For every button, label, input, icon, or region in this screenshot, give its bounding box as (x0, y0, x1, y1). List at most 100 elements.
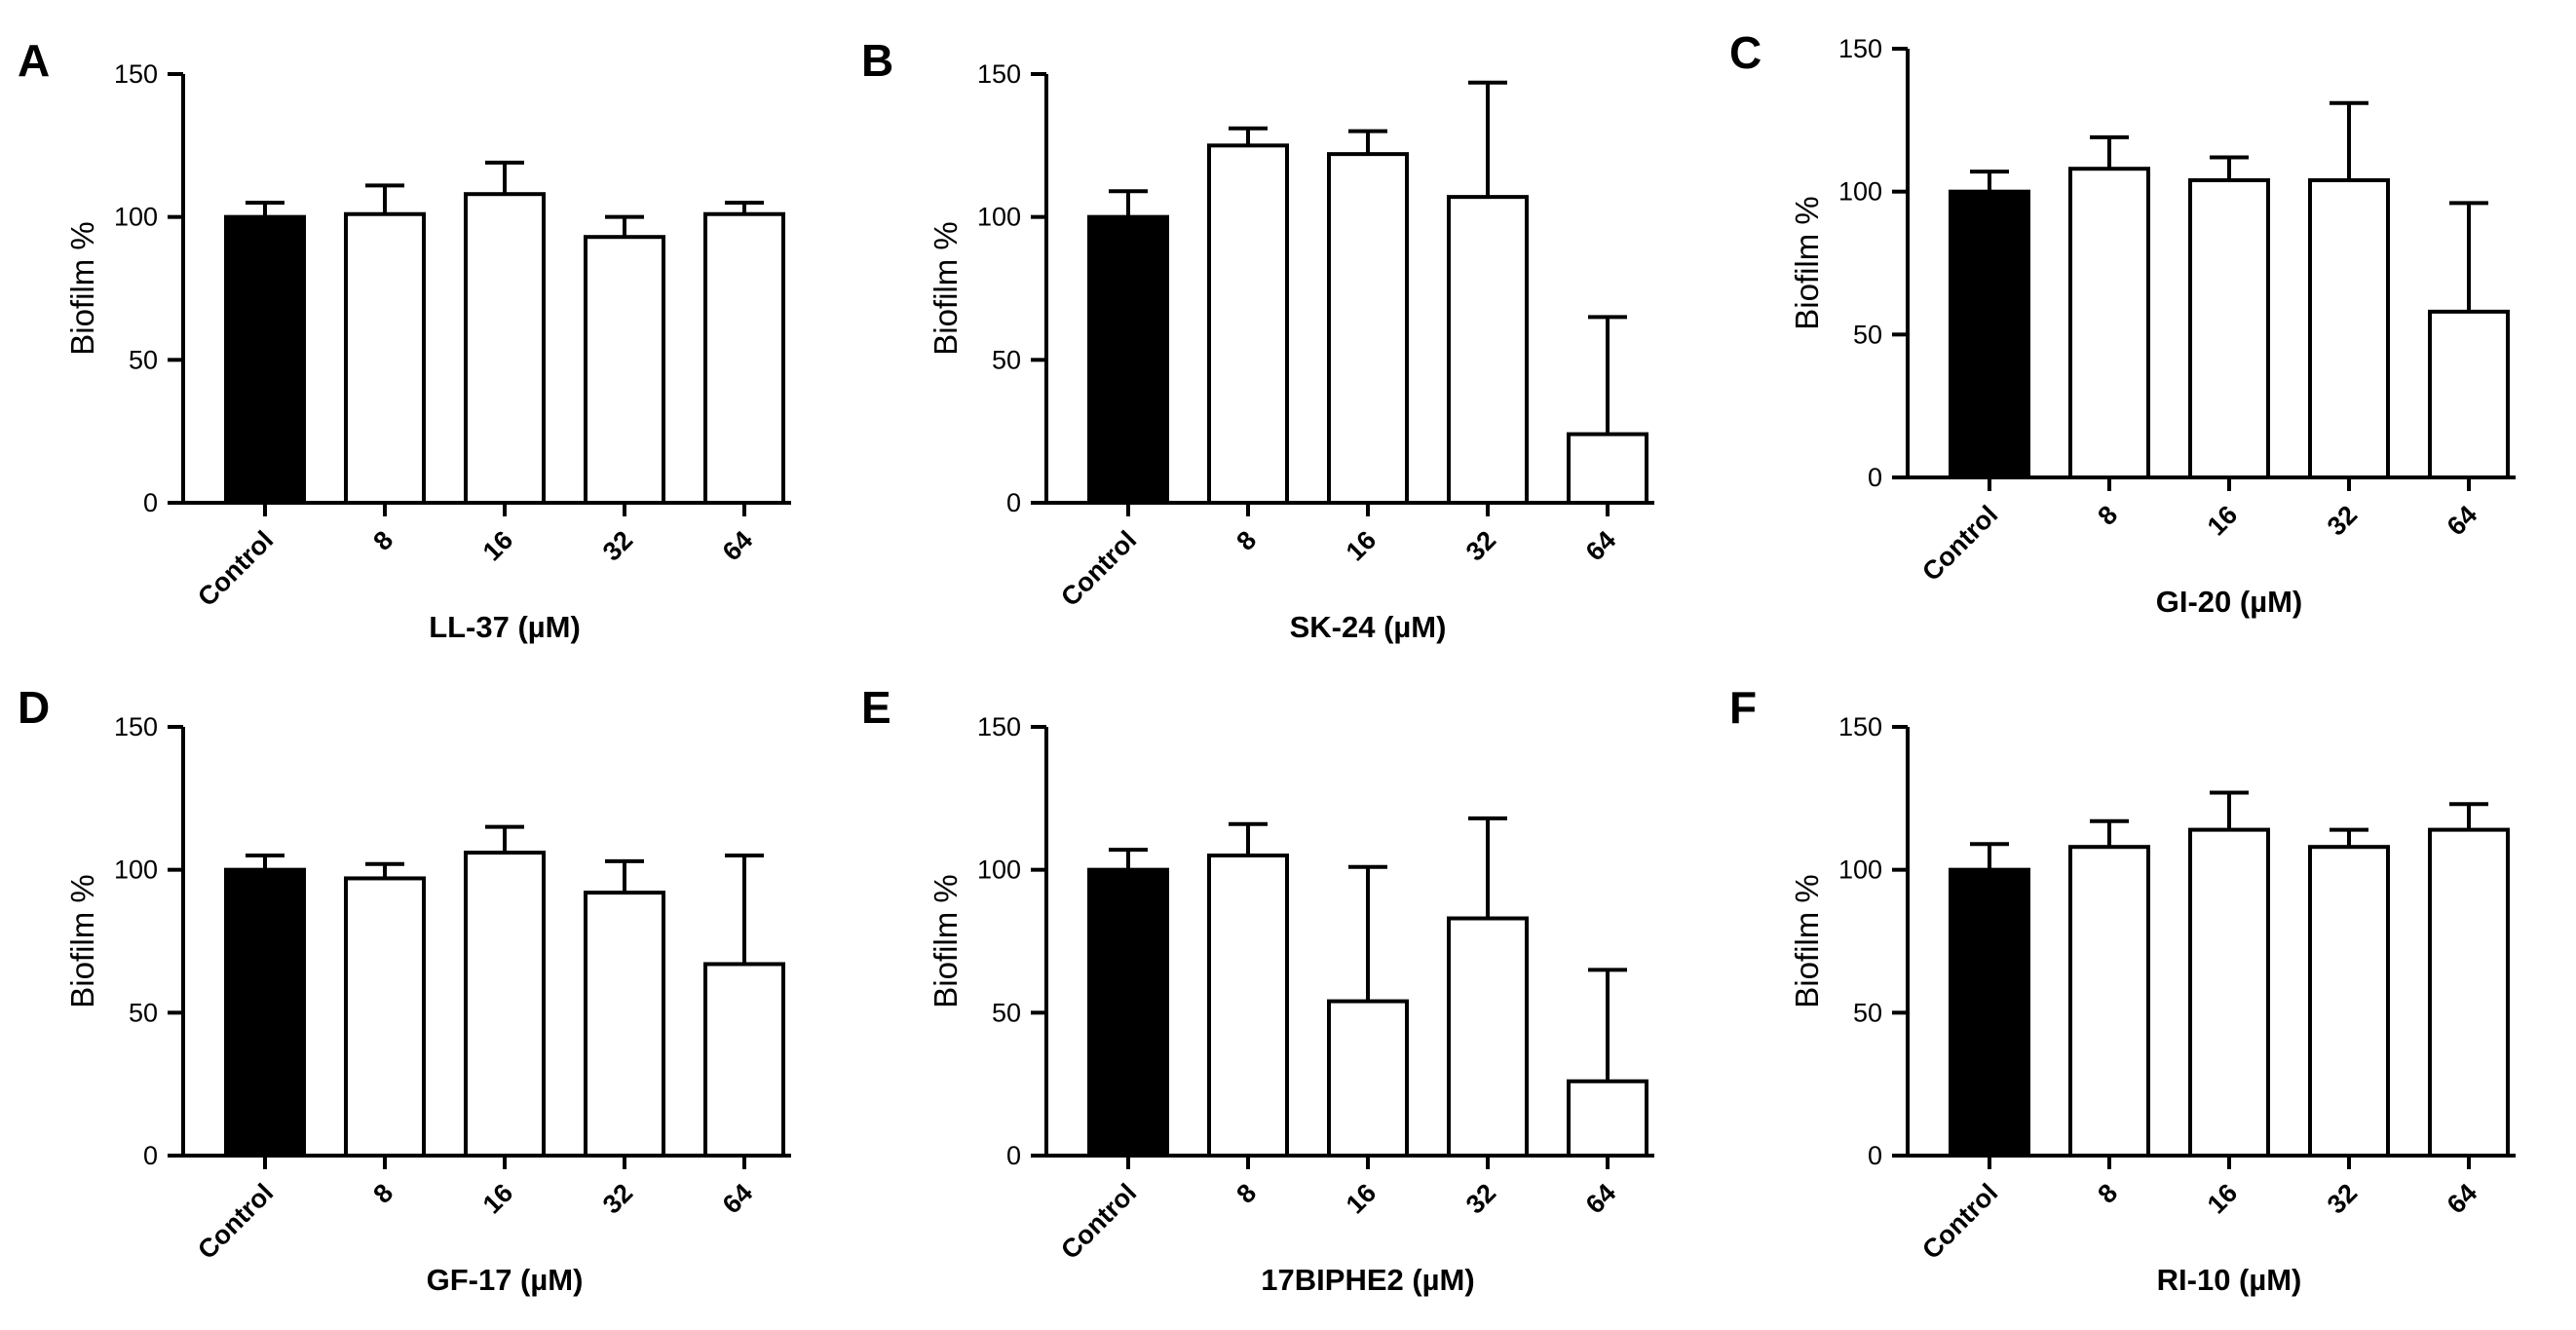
y-tick-label: 50 (1853, 998, 1882, 1027)
x-tick-label-32: 32 (1460, 1178, 1501, 1219)
x-tick-label-8: 8 (367, 1178, 398, 1209)
y-tick-label: 100 (1838, 177, 1882, 207)
y-tick-label: 150 (1838, 34, 1882, 63)
panel-letter: B (861, 35, 893, 86)
x-tick-label-control: Control (192, 1178, 279, 1265)
bar-control (1087, 867, 1169, 1159)
x-tick-label-8: 8 (2092, 500, 2123, 531)
x-tick-label-control: Control (1916, 1178, 2003, 1265)
y-tick-label: 0 (1006, 488, 1021, 517)
x-tick-label-32: 32 (1460, 525, 1501, 566)
bar-8 (1207, 143, 1289, 505)
y-tick-label: 100 (1838, 855, 1882, 885)
y-tick-label: 50 (129, 998, 158, 1027)
x-tick-label-64: 64 (1580, 525, 1621, 566)
y-tick-label: 50 (992, 345, 1021, 374)
bar-control (224, 867, 306, 1159)
x-axis-label: SK-24 (µM) (1290, 610, 1447, 644)
bar-16 (2188, 177, 2270, 480)
bar-32 (584, 891, 665, 1159)
x-tick-label-control: Control (1916, 500, 2003, 587)
y-tick-label: 100 (114, 855, 158, 885)
bar-32 (1447, 195, 1529, 505)
y-tick-label: 150 (977, 712, 1021, 741)
panel-letter: D (18, 682, 50, 733)
x-tick-label-16: 16 (477, 1178, 518, 1219)
x-tick-label-16: 16 (2202, 500, 2243, 541)
x-tick-label-16: 16 (477, 525, 518, 566)
x-axis-label: GF-17 (µM) (427, 1263, 584, 1297)
bar-16 (464, 851, 546, 1158)
y-tick-label: 150 (1838, 712, 1882, 741)
x-tick-label-8: 8 (367, 525, 398, 556)
y-axis-label: Biofilm % (928, 221, 964, 356)
bar-32 (2308, 845, 2390, 1158)
bar-8 (1207, 854, 1289, 1158)
x-tick-label-64: 64 (2442, 1178, 2482, 1219)
bar-32 (2308, 177, 2390, 480)
x-tick-label-16: 16 (2202, 1178, 2243, 1219)
x-tick-label-16: 16 (1341, 525, 1382, 566)
y-axis-label: Biofilm % (928, 874, 964, 1008)
y-tick-label: 100 (977, 855, 1021, 885)
bar-control (1087, 214, 1169, 506)
bar-32 (584, 235, 665, 505)
x-tick-label-8: 8 (1231, 1178, 1262, 1209)
bar-8 (344, 876, 426, 1158)
y-tick-label: 150 (114, 712, 158, 741)
y-tick-label: 0 (143, 488, 158, 517)
x-tick-label-16: 16 (1341, 1178, 1382, 1219)
x-tick-label-control: Control (1055, 525, 1142, 612)
x-tick-label-32: 32 (2322, 500, 2363, 541)
y-tick-label: 50 (129, 345, 158, 374)
y-tick-label: 150 (114, 59, 158, 89)
y-axis-label: Biofilm % (64, 874, 100, 1008)
panel-letter: E (861, 682, 891, 733)
bar-32 (1447, 916, 1529, 1158)
panel-letter: A (18, 35, 50, 86)
chart-panel-e: E 0 50 100 150 Biofilm % Control 8 16 32 64 17BIPHE… (861, 682, 1654, 1297)
bar-16 (1327, 999, 1409, 1158)
bar-16 (2188, 827, 2270, 1158)
x-tick-label-32: 32 (2322, 1178, 2363, 1219)
chart-panel-a: A 0 50 100 150 Biofilm % Control 8 16 32 64 LL-37 (… (18, 35, 791, 644)
x-axis-label: 17BIPHE2 (µM) (1261, 1263, 1474, 1297)
bar-64 (2428, 309, 2510, 479)
x-tick-label-control: Control (1055, 1178, 1142, 1265)
bar-64 (703, 962, 785, 1159)
bar-8 (344, 211, 426, 505)
bar-16 (464, 192, 546, 505)
bar-8 (2068, 167, 2150, 479)
x-tick-label-control: Control (192, 525, 279, 612)
y-tick-label: 0 (143, 1141, 158, 1170)
bar-64 (1567, 432, 1648, 506)
panel-letter: C (1729, 27, 1762, 78)
x-axis-label: LL-37 (µM) (429, 610, 581, 644)
y-tick-label: 150 (977, 59, 1021, 89)
y-axis-label: Biofilm % (64, 221, 100, 356)
bar-8 (2068, 845, 2150, 1158)
x-tick-label-64: 64 (2442, 500, 2482, 541)
y-tick-label: 50 (1853, 320, 1882, 349)
x-tick-label-64: 64 (1580, 1178, 1621, 1219)
chart-panel-c: C 0 50 100 150 Biofilm % Control 8 16 32 64 GI-20 (… (1729, 27, 2516, 619)
panel-letter: F (1729, 682, 1757, 733)
bar-64 (703, 211, 785, 505)
bar-control (1949, 867, 2030, 1159)
x-axis-label: GI-20 (µM) (2156, 585, 2302, 619)
y-tick-label: 0 (1868, 463, 1882, 492)
y-tick-label: 100 (114, 203, 158, 232)
chart-panel-f: F 0 50 100 150 Biofilm % Control 8 16 32 64 RI-10 (… (1729, 682, 2516, 1297)
x-axis-label: RI-10 (µM) (2157, 1263, 2302, 1297)
y-tick-label: 100 (977, 203, 1021, 232)
y-tick-label: 0 (1006, 1141, 1021, 1170)
bar-control (1949, 189, 2030, 480)
chart-panel-b: B 0 50 100 150 Biofilm % Control 8 16 32 64 SK-24 (… (861, 35, 1654, 644)
bar-64 (2428, 827, 2510, 1158)
bar-64 (1567, 1079, 1648, 1158)
x-tick-label-32: 32 (597, 525, 638, 566)
x-tick-label-32: 32 (597, 1178, 638, 1219)
y-axis-label: Biofilm % (1789, 196, 1825, 330)
chart-panel-d: D 0 50 100 150 Biofilm % Control 8 16 32 64 GF-17 (… (18, 682, 791, 1297)
